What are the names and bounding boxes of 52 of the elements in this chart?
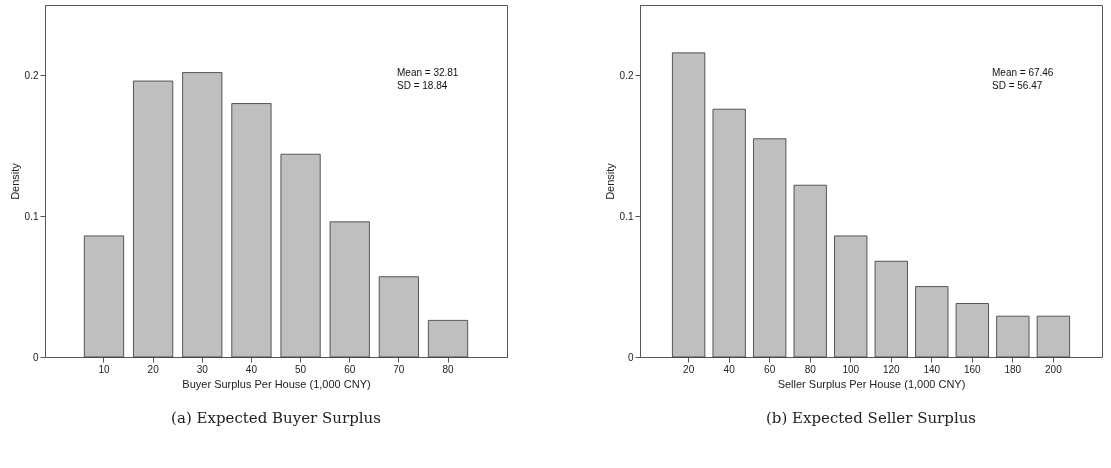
y-tick-label: 0.2 [24,69,39,81]
y-tick-label: 0.2 [619,69,634,81]
bar [329,221,370,358]
text: (b) Expected Seller Surplus [765,409,977,427]
x-tick-label: 60 [344,363,356,375]
bar [83,235,125,358]
text: (a) Expected Buyer Surplus [171,409,381,427]
x-tick-label: 30 [196,363,209,375]
bar [427,319,469,358]
bar [753,138,787,358]
bar [182,72,223,358]
bar [672,52,706,358]
y-axis-title: Density [8,162,21,200]
annotation: Mean = 32.81 [397,67,459,78]
x-tick-label: 200 [1045,363,1063,375]
annotation: Mean = 67.46 [992,67,1054,78]
y-tick-label: 0 [627,351,634,363]
x-tick-label: 20 [147,363,160,375]
bar [133,80,174,358]
x-tick-label: 10 [98,363,110,375]
bar [996,315,1030,358]
x-tick-label: 50 [295,363,307,375]
x-tick-label: 140 [923,363,941,375]
y-axis-title: Density [603,162,616,200]
bar [1036,315,1070,358]
bar [280,153,321,358]
x-tick-label: 80 [804,363,817,375]
x-tick-label: 160 [963,363,982,375]
x-tick-label: 40 [245,363,258,375]
x-axis-title: Buyer Surplus Per House (1,000 CNY) [182,377,371,390]
y-tick-label: 0.1 [24,210,39,222]
annotation: SD = 56.47 [992,80,1043,91]
bar [712,108,746,358]
x-tick-label: 180 [1004,363,1022,375]
bar [874,260,908,358]
bar [793,184,827,358]
x-tick-label: 70 [393,363,405,375]
bar [955,303,989,358]
x-axis-title: Seller Surplus Per House (1,000 CNY) [777,377,966,390]
x-tick-label: 100 [842,363,860,375]
x-tick-label: 40 [723,363,736,375]
y-tick-label: 0 [32,351,39,363]
y-tick-label: 0.1 [619,210,634,222]
x-tick-label: 60 [764,363,776,375]
bar [378,276,419,358]
x-tick-label: 120 [882,363,901,375]
bar [231,103,272,358]
x-tick-label: 80 [442,363,455,375]
bar [915,286,949,358]
bar [834,235,868,358]
annotation: SD = 18.84 [397,80,448,91]
x-tick-label: 20 [683,363,695,375]
